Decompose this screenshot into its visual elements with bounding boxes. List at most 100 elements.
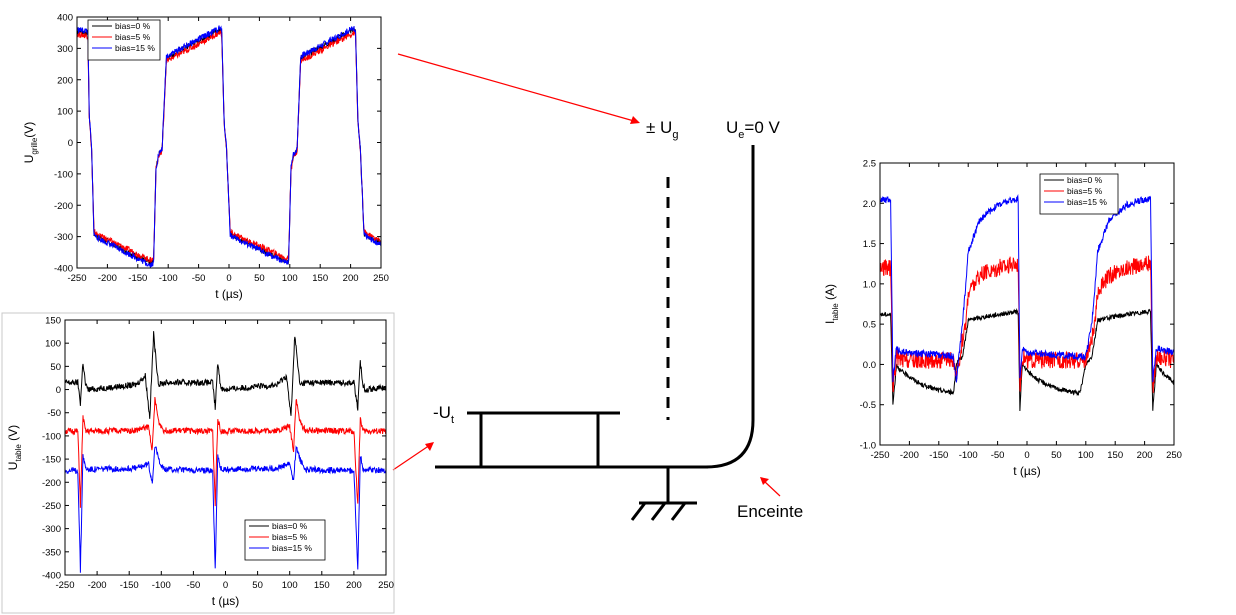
utable-ytick-label-6: -100 bbox=[42, 431, 61, 442]
itable-ytick-label-5: 1.5 bbox=[863, 239, 876, 250]
itable-xlabel: t (µs) bbox=[1013, 464, 1041, 478]
utable-ytick-label-4: -200 bbox=[42, 478, 61, 489]
utable-series-2 bbox=[64, 445, 387, 573]
utable-legend-label-1: bias=5 % bbox=[272, 532, 308, 542]
ugrille-ytick-label-3: -100 bbox=[54, 169, 73, 180]
ugrille-xtick-label-0: -250 bbox=[67, 273, 86, 284]
utable-ytick-label-11: 150 bbox=[45, 316, 61, 327]
itable-ytick-label-2: 0.0 bbox=[863, 360, 876, 371]
utable-xtick-label-10: 250 bbox=[378, 580, 394, 591]
ugrille-legend-label-0: bias=0 % bbox=[115, 21, 151, 31]
diagram: ± Ug Ue=0 V -Ut Enceinte bbox=[392, 53, 803, 521]
itable-legend-label-2: bias=15 % bbox=[1067, 197, 1107, 207]
itable-ytick-label-4: 1.0 bbox=[863, 279, 876, 290]
itable-ytick-label-0: -1.0 bbox=[860, 441, 876, 452]
enceinte-label: Enceinte bbox=[737, 502, 803, 521]
chamber-wall bbox=[705, 145, 755, 469]
itable-legend-label-0: bias=0 % bbox=[1067, 175, 1103, 185]
itable-xtick-label-6: 50 bbox=[1051, 450, 1062, 461]
itable-xtick-label-3: -100 bbox=[959, 450, 978, 461]
itable-ytick-label-7: 2.5 bbox=[863, 159, 876, 170]
ugrille-ylabel: Ugrille(V) bbox=[22, 122, 39, 164]
itable-legend-box bbox=[1039, 173, 1119, 215]
utable-xtick-label-6: 50 bbox=[252, 580, 263, 591]
utable-xtick-label-5: 0 bbox=[223, 580, 228, 591]
itable-xtick-label-2: -150 bbox=[929, 450, 948, 461]
itable-series-2 bbox=[879, 194, 1175, 383]
arrowhead-grid bbox=[630, 116, 640, 124]
ugrille-xtick-label-8: 150 bbox=[312, 273, 328, 284]
utable-xtick-label-7: 100 bbox=[282, 580, 298, 591]
itable-xtick-label-10: 250 bbox=[1166, 450, 1182, 461]
utable-ytick-label-7: -50 bbox=[47, 408, 61, 419]
itable-legend: bias=0 %bias=5 %bias=15 % bbox=[1039, 173, 1119, 215]
utable-ylabel: Utable (V) bbox=[6, 425, 23, 470]
utable-xtick-label-4: -50 bbox=[187, 580, 201, 591]
utable-plot-frame bbox=[64, 319, 387, 576]
grid-voltage-label: ± Ug bbox=[646, 118, 678, 141]
ugrille-ytick-label-4: 0 bbox=[68, 138, 73, 149]
utable-xtick-label-0: -250 bbox=[55, 580, 74, 591]
ugrille-xtick-label-2: -150 bbox=[128, 273, 147, 284]
ugrille-xtick-label-4: -50 bbox=[192, 273, 206, 284]
itable-xtick-label-0: -250 bbox=[870, 450, 889, 461]
ugrille-xlabel: t (µs) bbox=[215, 287, 243, 301]
itable-xtick-label-9: 200 bbox=[1137, 450, 1153, 461]
itable-ytick-label-6: 2.0 bbox=[863, 199, 876, 210]
ugrille-xtick-label-1: -200 bbox=[98, 273, 117, 284]
utable-legend-box bbox=[244, 519, 326, 561]
utable-legend: bias=0 %bias=5 %bias=15 % bbox=[244, 519, 326, 561]
utable-xtick-label-2: -150 bbox=[120, 580, 139, 591]
utable-ytick-label-1: -350 bbox=[42, 547, 61, 558]
table-voltage-label: -Ut bbox=[433, 403, 454, 426]
ugrille-ytick-label-2: -200 bbox=[54, 201, 73, 212]
ugrille-legend-box bbox=[87, 19, 161, 61]
ugrille-series-0 bbox=[76, 27, 382, 266]
ugrille-ytick-label-0: -400 bbox=[54, 264, 73, 275]
ugrille-ytick-label-1: -300 bbox=[54, 232, 73, 243]
utable-xtick-label-8: 150 bbox=[314, 580, 330, 591]
utable-ytick-label-3: -250 bbox=[42, 501, 61, 512]
itable-ytick-label-3: 0.5 bbox=[863, 320, 876, 331]
utable-ytick-label-2: -300 bbox=[42, 524, 61, 535]
ugrille-legend: bias=0 %bias=5 %bias=15 % bbox=[87, 19, 161, 61]
utable-series-0 bbox=[64, 331, 387, 419]
itable-series-0 bbox=[879, 308, 1175, 412]
ugrille-legend-label-1: bias=5 % bbox=[115, 32, 151, 42]
arrowhead-table bbox=[425, 442, 434, 451]
ugrille-series-1 bbox=[76, 29, 382, 264]
ugrille-xtick-label-3: -100 bbox=[159, 273, 178, 284]
ugrille-ytick-label-6: 200 bbox=[57, 75, 73, 86]
utable-ytick-label-5: -150 bbox=[42, 455, 61, 466]
ground-symbol bbox=[630, 467, 697, 521]
ugrille-legend-label-2: bias=15 % bbox=[115, 43, 155, 53]
utable-chart: -250 -200 -150 -100 -50 0 50 100 150 200 250 -400 -3… bbox=[6, 316, 394, 609]
itable-xtick-label-7: 100 bbox=[1078, 450, 1094, 461]
arrow-to-table bbox=[392, 444, 431, 471]
utable-ytick-label-0: -400 bbox=[42, 571, 61, 582]
ugrille-xtick-label-5: 0 bbox=[226, 273, 231, 284]
utable-frame bbox=[1, 312, 395, 614]
utable-xlabel: t (µs) bbox=[212, 594, 240, 608]
itable-ylabel: Itable (A) bbox=[823, 284, 840, 324]
utable-legend-label-2: bias=15 % bbox=[272, 543, 312, 553]
ugrille-xtick-label-7: 100 bbox=[282, 273, 298, 284]
utable-ytick-label-9: 50 bbox=[50, 362, 61, 373]
ugrille-xtick-label-9: 200 bbox=[343, 273, 359, 284]
ugrille-xtick-label-10: 250 bbox=[373, 273, 389, 284]
itable-series-1 bbox=[879, 255, 1175, 393]
utable-ytick-label-10: 100 bbox=[45, 339, 61, 350]
itable-legend-label-1: bias=5 % bbox=[1067, 186, 1103, 196]
ugrille-xtick-label-6: 50 bbox=[254, 273, 265, 284]
itable-xtick-label-8: 150 bbox=[1107, 450, 1123, 461]
ugrille-chart: -250 -200 -150 -100 -50 0 50 100 150 200 250 -400 -3… bbox=[22, 13, 389, 302]
utable-ytick-label-8: 0 bbox=[56, 385, 61, 396]
utable-legend-label-0: bias=0 % bbox=[272, 521, 308, 531]
itable-chart: -250 -200 -150 -100 -50 0 50 100 150 200 250 -1.0 -0… bbox=[823, 159, 1182, 479]
ugrille-ytick-label-7: 300 bbox=[57, 44, 73, 55]
utable-xtick-label-9: 200 bbox=[346, 580, 362, 591]
itable-ytick-label-1: -0.5 bbox=[860, 400, 876, 411]
utable-xtick-label-1: -200 bbox=[88, 580, 107, 591]
itable-xtick-label-5: 0 bbox=[1024, 450, 1029, 461]
